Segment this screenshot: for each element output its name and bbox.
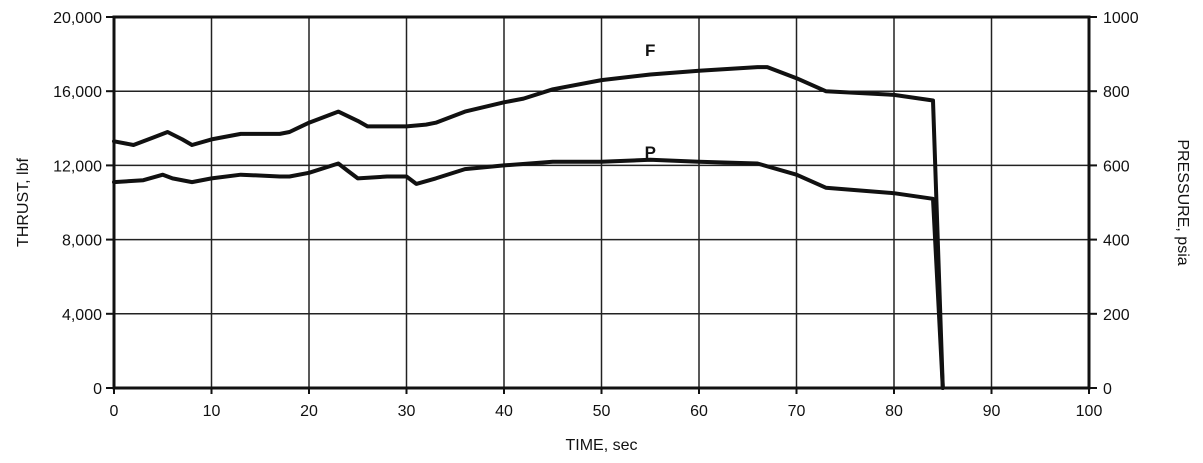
ticks bbox=[106, 16, 1097, 394]
y-left-tick-label: 8,000 bbox=[62, 233, 102, 250]
x-tick-label: 60 bbox=[690, 403, 708, 420]
y-left-tick-label: 0 bbox=[93, 381, 102, 398]
y-axis-left-title: THRUST, lbf bbox=[15, 158, 32, 247]
y-axis-right-title: PRESSURE, psia bbox=[1174, 139, 1191, 265]
x-tick-label: 50 bbox=[593, 403, 611, 420]
x-tick-label: 70 bbox=[788, 403, 806, 420]
y-right-tick-label: 600 bbox=[1103, 158, 1130, 175]
series-lines: FP bbox=[112, 41, 945, 390]
tick-labels: 0 10 20 30 40 50 60 70 80 90 10004,0008,00012,0001… bbox=[53, 10, 1139, 420]
series-label-p: P bbox=[645, 143, 656, 162]
x-tick-label: 10 bbox=[203, 403, 221, 420]
grid bbox=[114, 17, 1089, 388]
x-axis-title: TIME, sec bbox=[565, 437, 637, 454]
y-left-tick-label: 20,000 bbox=[53, 10, 102, 27]
y-right-tick-label: 800 bbox=[1103, 84, 1130, 101]
x-tick-label: 90 bbox=[983, 403, 1001, 420]
x-tick-label: 0 bbox=[110, 403, 119, 420]
y-right-tick-label: 200 bbox=[1103, 307, 1130, 324]
series-label-f: F bbox=[645, 41, 655, 60]
series-line-f bbox=[112, 65, 945, 390]
x-tick-label: 20 bbox=[300, 403, 318, 420]
y-left-tick-label: 4,000 bbox=[62, 307, 102, 324]
y-right-tick-label: 1000 bbox=[1103, 10, 1139, 27]
y-left-tick-label: 12,000 bbox=[53, 158, 102, 175]
x-tick-label: 80 bbox=[885, 403, 903, 420]
x-tick-label: 100 bbox=[1076, 403, 1103, 420]
y-right-tick-label: 400 bbox=[1103, 233, 1130, 250]
y-right-tick-label: 0 bbox=[1103, 381, 1112, 398]
y-left-tick-label: 16,000 bbox=[53, 84, 102, 101]
x-tick-label: 40 bbox=[495, 403, 513, 420]
x-tick-label: 30 bbox=[398, 403, 416, 420]
series-line-p bbox=[112, 157, 945, 390]
